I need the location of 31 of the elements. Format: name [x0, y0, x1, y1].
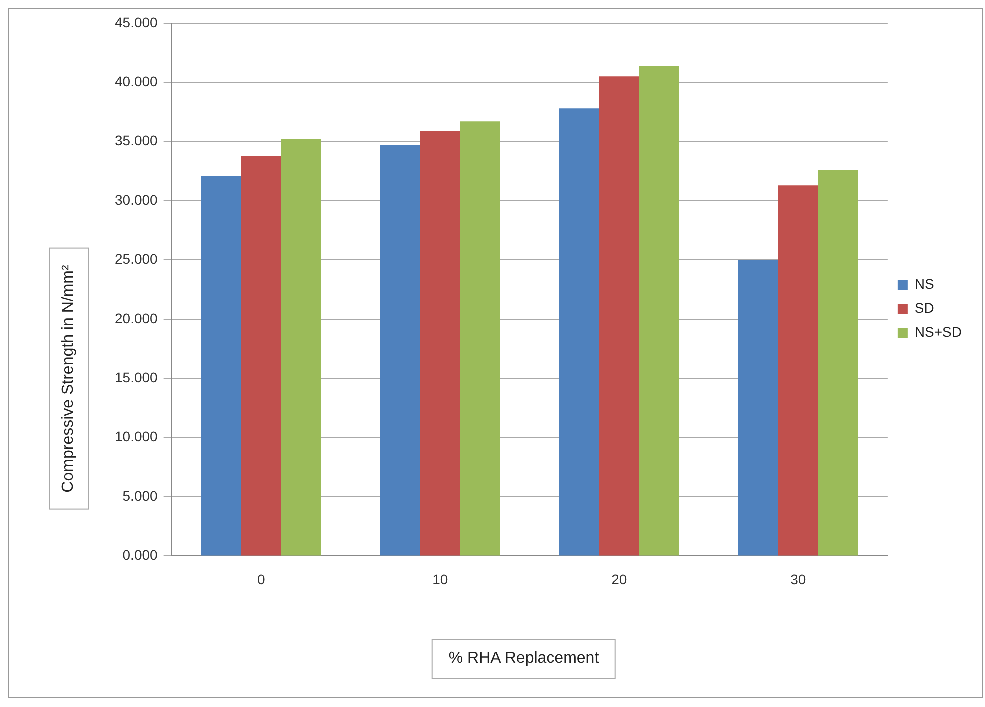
- x-tick-label: 10: [432, 571, 448, 588]
- legend-label: NS: [914, 276, 934, 292]
- y-tick-label: 20.000: [114, 310, 158, 326]
- legend-label: SD: [914, 300, 934, 316]
- bar: [559, 108, 600, 556]
- y-tick-label: 45.000: [114, 14, 158, 30]
- x-axis-title: % RHA Replacement: [432, 639, 616, 679]
- bar: [738, 260, 778, 556]
- legend-label: NS+SD: [914, 324, 962, 340]
- y-tick-label: 40.000: [114, 73, 158, 90]
- bar: [281, 139, 322, 556]
- bar: [818, 170, 858, 556]
- y-axis-title: Compressive Strength in N/mm²: [49, 248, 89, 510]
- bar: [380, 145, 420, 556]
- bar: [201, 176, 242, 556]
- x-tick-label: 20: [612, 571, 628, 588]
- bar: [599, 76, 640, 556]
- y-tick-label: 0.000: [122, 547, 158, 564]
- x-tick-label: 0: [257, 571, 266, 588]
- x-tick-label: 30: [790, 571, 806, 588]
- y-tick-label: 35.000: [114, 132, 158, 149]
- y-tick-label: 15.000: [114, 369, 158, 386]
- bar: [460, 122, 500, 556]
- y-tick-label: 25.000: [114, 251, 158, 268]
- bar: [420, 131, 460, 556]
- bar: [778, 186, 818, 556]
- y-tick-label: 10.000: [114, 428, 158, 445]
- bar: [241, 156, 282, 556]
- y-tick-label: 30.000: [114, 192, 158, 208]
- y-tick-label: 5.000: [122, 488, 158, 504]
- bar: [639, 66, 680, 556]
